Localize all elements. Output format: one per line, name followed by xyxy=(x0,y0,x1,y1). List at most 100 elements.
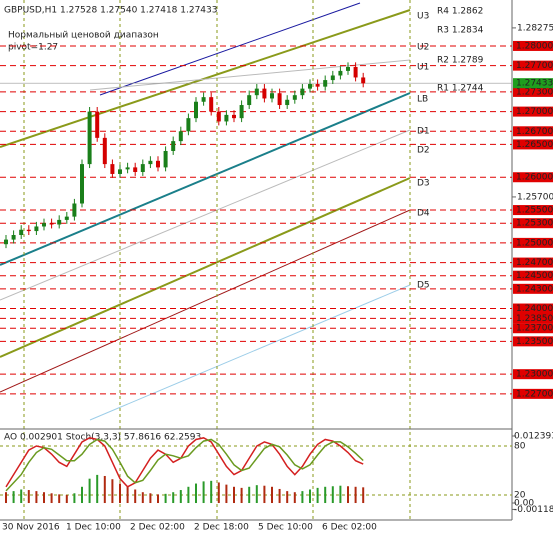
y-tick-label: 1.27700 xyxy=(516,61,553,71)
zone-label: D3 xyxy=(417,179,430,189)
zone-label: D2 xyxy=(417,146,430,156)
level-box xyxy=(513,270,553,281)
ao-bar xyxy=(339,485,342,504)
candle-body xyxy=(140,164,145,172)
candle-body xyxy=(194,101,198,119)
candle-body xyxy=(11,235,16,240)
level-box xyxy=(513,172,553,183)
x-tick-label: 1 Dec 10:00 xyxy=(66,523,121,533)
ao-bar xyxy=(278,488,281,504)
candle-body xyxy=(300,88,305,96)
zone-label: D5 xyxy=(417,281,430,291)
candle-body xyxy=(4,239,8,245)
band-upper xyxy=(99,2,361,96)
last-price-box xyxy=(513,78,553,89)
candle-body xyxy=(330,75,335,81)
candle-body xyxy=(209,97,214,112)
y-tick-label: 1.24500 xyxy=(516,271,553,281)
level-box xyxy=(513,86,553,97)
ao-bar xyxy=(88,478,91,504)
candle-body xyxy=(80,164,84,204)
ao-bar xyxy=(58,494,61,504)
candle-body xyxy=(19,229,24,236)
candle-body xyxy=(178,131,183,142)
level-box xyxy=(513,205,553,216)
ao-bar xyxy=(103,475,106,504)
y-tick-label: 1.23000 xyxy=(516,370,553,380)
ao-bar xyxy=(149,493,152,504)
ao-bar xyxy=(35,491,38,504)
ao-bar xyxy=(164,493,167,504)
ao-bar xyxy=(309,489,311,504)
level-box xyxy=(513,126,553,137)
y-tick-label: 1.24700 xyxy=(516,258,553,268)
chart-title: GBPUSD,H1 1.27528 1.27540 1.27418 1.2743… xyxy=(4,6,217,16)
zone-label: U3 xyxy=(417,12,429,22)
ao-bar xyxy=(179,490,182,504)
ao-bar xyxy=(225,484,228,504)
candle-body xyxy=(353,66,358,78)
candle-body xyxy=(87,111,92,165)
y-tick-label: 1.23500 xyxy=(516,337,553,347)
y-tick-label: 1.23700 xyxy=(516,324,553,334)
x-tick-label: 2 Dec 02:00 xyxy=(130,523,185,533)
y-tick-label: 1.22700 xyxy=(516,389,553,399)
ao-bar xyxy=(255,485,258,504)
ao-bar xyxy=(81,486,83,504)
ao-bar xyxy=(271,486,273,504)
candle-body xyxy=(346,66,350,71)
ao-bar xyxy=(301,491,304,504)
candle-body xyxy=(102,137,107,165)
level-box xyxy=(513,388,553,399)
indicator-lines xyxy=(0,2,411,421)
ao-bar xyxy=(316,487,319,504)
day-separators xyxy=(23,0,411,520)
band-outer xyxy=(89,284,411,421)
ao-bar xyxy=(263,485,266,504)
candle-body xyxy=(163,150,168,168)
ao-bar xyxy=(20,489,23,504)
candle-body xyxy=(34,226,39,232)
zone-label: LB xyxy=(417,95,428,105)
channel-lower xyxy=(0,177,411,358)
zone-label: D4 xyxy=(417,209,430,219)
ao-bar xyxy=(5,492,7,504)
y-tick-label: 1.27300 xyxy=(516,87,553,97)
level-box xyxy=(513,283,553,294)
y-tick-label: 0.012393 xyxy=(514,431,553,441)
candle-body xyxy=(323,80,328,87)
ao-bar xyxy=(324,486,327,504)
ao-bar xyxy=(141,492,144,504)
level-box xyxy=(513,40,553,51)
y-tick-label: 1.24000 xyxy=(516,304,553,314)
level-box xyxy=(513,313,553,324)
ao-bar xyxy=(134,489,137,504)
candle-body xyxy=(64,216,69,220)
ao-bar xyxy=(65,494,68,504)
y-tick-label: 0.00 xyxy=(514,499,534,509)
level-box xyxy=(513,336,553,347)
ao-bar xyxy=(96,474,99,504)
y-tick-label: 1.25000 xyxy=(516,238,553,248)
ao-bar xyxy=(233,486,235,504)
ao-bar xyxy=(12,491,15,504)
ao-bar xyxy=(187,486,190,504)
candle-body xyxy=(262,88,267,99)
candle-body xyxy=(239,105,244,119)
ao-bar xyxy=(195,483,197,504)
candle-body xyxy=(118,169,122,174)
channel-mid xyxy=(0,92,411,266)
ao-bar xyxy=(126,486,129,504)
ao-bar xyxy=(286,491,289,504)
ao-bar xyxy=(73,493,76,504)
level-box xyxy=(513,323,553,334)
ao-bar xyxy=(43,492,45,504)
zone-label: U1 xyxy=(417,63,429,73)
candle-body xyxy=(171,141,176,151)
pivot-label: R3 1.2834 xyxy=(437,26,484,36)
stoch-line xyxy=(5,438,364,492)
level-box xyxy=(513,106,553,117)
candle-body xyxy=(42,223,46,227)
candle-body xyxy=(224,114,229,122)
